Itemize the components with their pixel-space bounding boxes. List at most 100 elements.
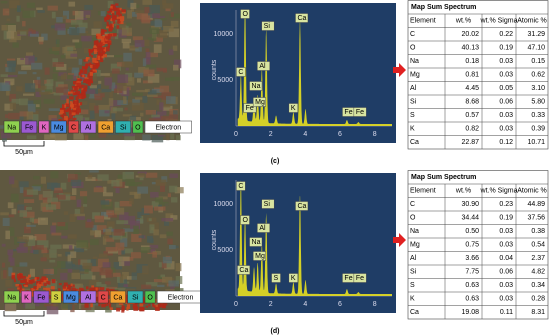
texture (70, 53, 78, 57)
texture (8, 112, 20, 120)
texture (157, 30, 168, 39)
table-cell: 0.06 (499, 99, 513, 106)
streak (88, 51, 92, 57)
streak (145, 305, 149, 308)
texture (10, 31, 22, 41)
streak (106, 21, 109, 26)
streak (70, 101, 73, 104)
texture (136, 13, 149, 20)
texture (8, 253, 13, 262)
texture (73, 213, 86, 217)
texture (94, 93, 105, 98)
streak (85, 286, 89, 290)
peak-label-box (237, 265, 251, 275)
table-cell: 0.12 (499, 139, 513, 146)
peak-label-box (240, 9, 250, 19)
texture (8, 176, 15, 185)
streak (64, 116, 68, 121)
texture (142, 58, 147, 67)
texture (127, 46, 139, 49)
legend-label: Electron (155, 124, 181, 131)
texture (51, 232, 62, 236)
streak (97, 49, 101, 55)
streak (17, 287, 20, 290)
y-tick-label: 5000 (217, 77, 233, 84)
streak (112, 33, 117, 37)
texture (95, 185, 102, 189)
texture (89, 102, 96, 111)
streak (46, 280, 49, 284)
texture (27, 100, 34, 107)
streak (106, 14, 109, 17)
texture (104, 110, 110, 114)
texture (131, 233, 142, 242)
spectrum-bg (200, 173, 396, 313)
streak (91, 69, 97, 72)
texture (50, 225, 56, 235)
table-cell: K (410, 296, 415, 303)
legend-label: C (101, 294, 106, 301)
texture (19, 98, 29, 106)
peak-label-box (257, 61, 271, 71)
texture (133, 225, 139, 235)
texture (105, 247, 118, 252)
texture (160, 18, 167, 21)
table-cell: 0.15 (531, 58, 545, 65)
peak-label-box (236, 181, 246, 191)
x-tick-label: 4 (303, 301, 307, 308)
texture (103, 186, 107, 194)
peak-label: Ca (239, 267, 248, 274)
table-cell: 0.50 (465, 228, 479, 235)
legend-chip (62, 290, 79, 304)
texture (9, 36, 17, 43)
texture (31, 111, 39, 115)
streak (97, 55, 100, 61)
table-cell: Si (410, 269, 417, 276)
streak (95, 297, 100, 301)
streak (47, 290, 51, 295)
texture (165, 96, 176, 104)
texture (96, 225, 107, 231)
texture (71, 20, 76, 30)
table-cell: 0.23 (499, 201, 513, 208)
texture (87, 259, 97, 267)
table-cell: Ca (410, 309, 419, 316)
streak (97, 36, 103, 40)
table-cell: 0.05 (499, 85, 513, 92)
streak (117, 18, 121, 24)
texture (60, 182, 67, 190)
texture (162, 256, 172, 264)
streak (112, 18, 116, 22)
streak (106, 37, 110, 42)
texture (27, 238, 36, 247)
streak (89, 62, 92, 67)
texture (170, 12, 174, 18)
texture (154, 19, 163, 28)
texture (0, 125, 6, 129)
texture (86, 218, 92, 223)
table-cell: 2.37 (531, 255, 545, 262)
peak-label: Mg (255, 253, 265, 260)
streak (105, 288, 110, 293)
texture (32, 113, 39, 123)
streak (93, 46, 98, 49)
table-cell: 0.19 (499, 215, 513, 222)
texture (29, 216, 35, 222)
streak (90, 55, 94, 58)
table-cell: 7.75 (465, 269, 479, 276)
streak (154, 304, 159, 308)
table-cell: 0.39 (531, 126, 545, 133)
table-cell: Si (410, 99, 417, 106)
texture (138, 235, 145, 239)
streak (36, 280, 41, 286)
peak-label-box (236, 67, 246, 77)
legend-chip (3, 290, 20, 304)
texture (80, 286, 91, 293)
streak (90, 64, 93, 69)
legend-label: O (147, 294, 153, 301)
micrograph (0, 0, 182, 143)
texture (168, 114, 179, 122)
texture (130, 7, 134, 12)
peak-label-box (249, 237, 263, 247)
streak (50, 286, 55, 290)
